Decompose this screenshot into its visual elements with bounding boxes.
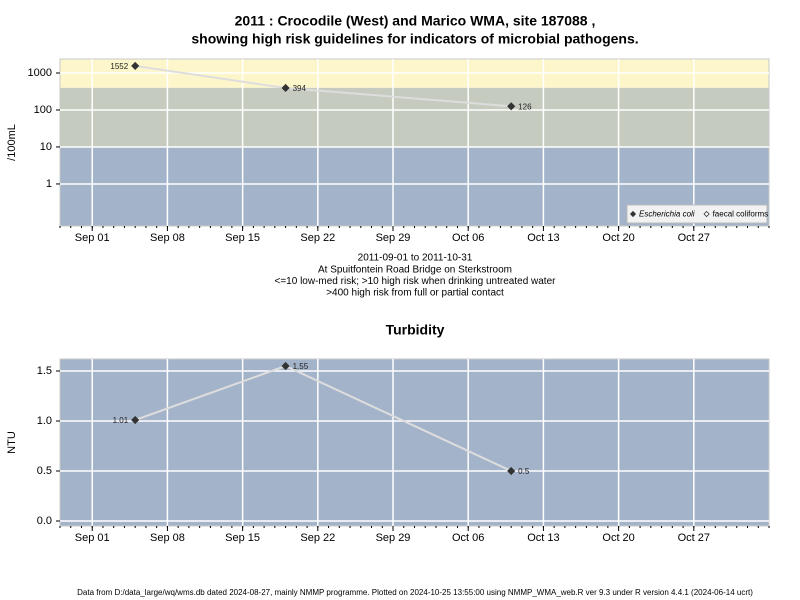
x-tick-label: Sep 22 (300, 232, 335, 244)
data-label: 126 (518, 102, 532, 111)
caption-line: <=10 low-med risk; >10 high risk when dr… (275, 276, 557, 287)
x-tick-label: Sep 08 (150, 232, 185, 244)
x-tick-label: Sep 08 (150, 532, 185, 544)
data-label: 394 (293, 84, 307, 93)
chart-title: Turbidity (386, 322, 445, 338)
legend-marker (703, 210, 710, 218)
x-tick-label: Sep 29 (376, 532, 411, 544)
data-point (281, 361, 290, 371)
data-label: 1.01 (113, 416, 129, 425)
y-tick-label: 0.5 (37, 465, 52, 477)
x-tick-label: Oct 20 (602, 532, 634, 544)
y-tick-label: 1.0 (37, 415, 52, 427)
y-tick-label: 0.0 (37, 515, 52, 527)
legend-label: Escherichia coli (639, 210, 695, 219)
data-point (507, 466, 516, 476)
data-point (281, 83, 290, 93)
data-point (131, 415, 140, 425)
x-tick-label: Oct 06 (452, 532, 484, 544)
caption-line: >400 high risk from full or partial cont… (326, 288, 504, 299)
x-tick-label: Oct 27 (678, 532, 710, 544)
plot-background (60, 359, 769, 526)
legend-box (626, 204, 768, 224)
x-tick-label: Oct 27 (678, 232, 710, 244)
x-tick-label: Oct 13 (527, 232, 559, 244)
y-tick-label: 1 (46, 178, 52, 190)
x-tick-label: Sep 01 (75, 232, 110, 244)
footer: Data from D:/data_large/wq/wms.db dated … (77, 588, 753, 597)
chart-title: 2011 : Crocodile (West) and Marico WMA, … (235, 13, 596, 29)
y-axis-label: NTU (6, 431, 18, 454)
data-label: 0.5 (518, 467, 530, 476)
y-tick-label: 10 (40, 141, 52, 153)
x-tick-label: Oct 13 (527, 532, 559, 544)
data-point (507, 102, 516, 111)
caption-line: 2011-09-01 to 2011-10-31 (358, 253, 473, 264)
caption-line: At Spuitfontein Road Bridge on Sterkstro… (318, 264, 512, 275)
x-tick-label: Sep 01 (75, 532, 110, 544)
x-tick-label: Sep 15 (225, 232, 260, 244)
legend-marker (629, 210, 637, 218)
x-tick-label: Oct 06 (452, 232, 484, 244)
y-tick-label: 100 (34, 104, 52, 116)
data-label: 1552 (110, 62, 128, 71)
chart-subtitle: showing high risk guidelines for indicat… (191, 31, 638, 47)
risk-band (60, 87, 769, 147)
data-label: 1.55 (293, 362, 309, 371)
x-tick-label: Sep 22 (300, 532, 335, 544)
data-point (131, 61, 140, 71)
y-axis-label: /100mL (6, 124, 18, 161)
legend-label: faecal coliforms (713, 210, 769, 219)
x-tick-label: Oct 20 (602, 232, 634, 244)
y-tick-label: 1.5 (37, 365, 52, 377)
x-tick-label: Sep 15 (225, 532, 260, 544)
y-tick-label: 1000 (28, 67, 52, 79)
x-tick-label: Sep 29 (376, 232, 411, 244)
